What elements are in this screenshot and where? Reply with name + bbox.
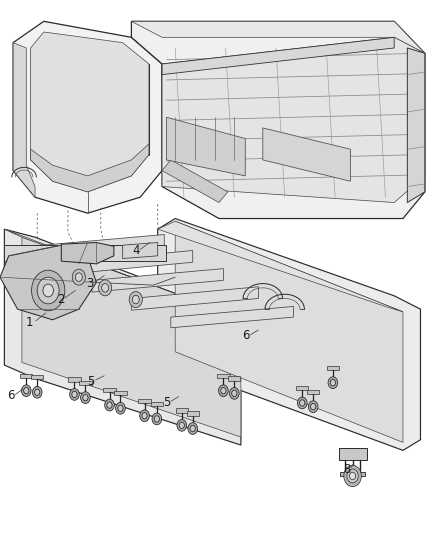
Polygon shape	[31, 32, 149, 192]
Polygon shape	[4, 245, 166, 261]
Text: 4: 4	[132, 244, 140, 257]
Polygon shape	[166, 117, 245, 176]
Polygon shape	[61, 243, 114, 264]
Polygon shape	[131, 287, 258, 310]
Polygon shape	[92, 269, 223, 292]
Polygon shape	[171, 306, 293, 328]
Polygon shape	[158, 221, 403, 312]
Polygon shape	[407, 48, 425, 203]
Circle shape	[308, 401, 318, 413]
Polygon shape	[123, 243, 158, 259]
Circle shape	[311, 403, 316, 410]
Circle shape	[70, 389, 79, 400]
Polygon shape	[57, 251, 193, 275]
Circle shape	[43, 284, 53, 297]
Circle shape	[32, 386, 42, 398]
Polygon shape	[175, 221, 403, 442]
Polygon shape	[31, 375, 43, 379]
Circle shape	[221, 387, 226, 394]
Circle shape	[81, 392, 90, 403]
Circle shape	[32, 270, 65, 311]
Polygon shape	[217, 374, 230, 378]
Circle shape	[140, 410, 149, 422]
Polygon shape	[79, 381, 92, 385]
Circle shape	[72, 269, 85, 285]
Polygon shape	[4, 229, 241, 317]
Circle shape	[35, 389, 40, 395]
Circle shape	[21, 385, 31, 397]
Circle shape	[75, 273, 82, 281]
Polygon shape	[13, 43, 35, 197]
Circle shape	[188, 423, 198, 434]
Circle shape	[129, 292, 142, 308]
Polygon shape	[162, 37, 425, 203]
Circle shape	[24, 387, 29, 394]
Circle shape	[72, 391, 77, 398]
Polygon shape	[31, 144, 149, 192]
Circle shape	[99, 280, 112, 296]
Circle shape	[142, 413, 147, 419]
Text: 5: 5	[88, 375, 95, 387]
Circle shape	[300, 400, 305, 406]
Text: 5: 5	[163, 396, 170, 409]
Polygon shape	[13, 21, 162, 213]
Circle shape	[37, 277, 59, 304]
Circle shape	[152, 413, 162, 425]
Text: 6: 6	[242, 329, 250, 342]
Circle shape	[116, 402, 125, 414]
Circle shape	[118, 405, 123, 411]
Text: 1: 1	[26, 316, 34, 329]
Circle shape	[190, 425, 195, 432]
Polygon shape	[114, 391, 127, 395]
Circle shape	[177, 419, 187, 431]
Circle shape	[132, 295, 139, 304]
Circle shape	[344, 465, 361, 487]
Circle shape	[232, 390, 237, 397]
Polygon shape	[176, 408, 188, 413]
Text: 8: 8	[343, 463, 350, 475]
Circle shape	[107, 402, 112, 408]
Polygon shape	[103, 388, 116, 392]
Polygon shape	[307, 390, 319, 394]
Polygon shape	[162, 160, 228, 203]
Polygon shape	[131, 21, 425, 53]
Polygon shape	[20, 374, 32, 378]
Polygon shape	[151, 402, 163, 406]
Text: 6: 6	[7, 389, 15, 402]
Polygon shape	[68, 377, 81, 382]
Text: 2: 2	[57, 293, 64, 306]
Polygon shape	[24, 235, 164, 260]
Circle shape	[297, 397, 307, 409]
Polygon shape	[327, 366, 339, 370]
Polygon shape	[339, 448, 367, 460]
Circle shape	[328, 377, 338, 389]
Circle shape	[219, 385, 228, 397]
Polygon shape	[340, 472, 365, 476]
Circle shape	[330, 379, 336, 386]
Circle shape	[102, 284, 109, 292]
Circle shape	[83, 394, 88, 401]
Polygon shape	[296, 386, 308, 390]
Circle shape	[179, 422, 184, 429]
Circle shape	[154, 416, 159, 422]
Polygon shape	[0, 245, 96, 320]
Polygon shape	[138, 399, 151, 403]
Polygon shape	[22, 237, 241, 437]
Polygon shape	[4, 229, 241, 445]
Polygon shape	[162, 37, 394, 75]
Circle shape	[347, 469, 358, 483]
Polygon shape	[263, 128, 350, 181]
Circle shape	[350, 472, 356, 480]
Circle shape	[230, 387, 239, 399]
Polygon shape	[131, 21, 425, 219]
Circle shape	[105, 399, 114, 411]
Text: 3: 3	[86, 277, 93, 290]
Polygon shape	[158, 219, 420, 450]
Polygon shape	[187, 411, 199, 416]
Polygon shape	[228, 376, 240, 381]
